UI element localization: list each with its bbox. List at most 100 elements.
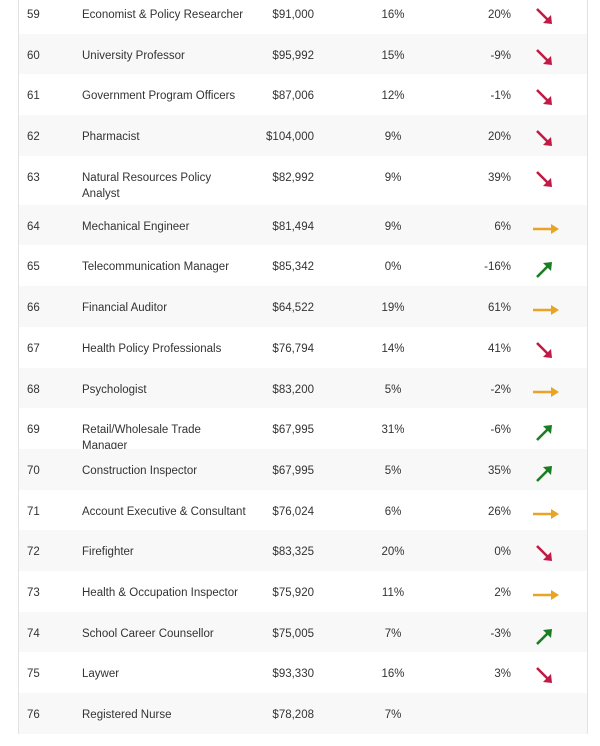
growth: 3% (494, 668, 511, 681)
table-row: 69 Retail/Wholesale Trade Manager $67,995 3… (19, 408, 587, 452)
occupation: Economist & Policy Researcher (82, 9, 244, 21)
rank: 70 (27, 464, 40, 477)
table-row: 60 University Professor $95,992 15% -9% (19, 33, 587, 75)
percent: 12% (381, 90, 405, 103)
percent: 6% (384, 505, 402, 518)
growth: -3% (490, 627, 511, 640)
growth: -16% (484, 261, 511, 274)
growth: 2% (494, 586, 511, 599)
occupation: Health Policy Professionals (82, 342, 222, 355)
percent: 9% (384, 131, 402, 144)
occupation: Pharmacist (82, 131, 140, 144)
rank: 61 (27, 90, 40, 103)
salary: $87,006 (272, 90, 314, 103)
salary: $82,992 (272, 171, 314, 184)
occupation: Construction Inspector (82, 464, 198, 477)
trend-arrow (531, 47, 561, 69)
rank: 63 (27, 171, 40, 184)
rank: 60 (27, 49, 40, 62)
percent: 7% (384, 709, 402, 721)
percent: 14% (381, 342, 405, 355)
trend-arrow (531, 169, 561, 191)
trend-arrow (531, 87, 561, 109)
table-row: 66 Financial Auditor $64,522 19% 61% (19, 286, 587, 327)
salary: $93,330 (272, 668, 314, 681)
occupation: University Professor (82, 49, 185, 62)
table-row: 70 Construction Inspector $67,995 5% 35% (19, 448, 587, 490)
salary: $95,992 (272, 49, 314, 62)
salary: $75,920 (272, 586, 314, 599)
table-row: 67 Health Policy Professionals $76,794 14% 4… (19, 327, 587, 368)
table-row: 71 Account Executive & Consultant $76,024 6… (19, 490, 587, 531)
rank: 68 (27, 383, 40, 396)
table-row: 64 Mechanical Engineer $81,494 9% 6% (19, 204, 587, 246)
trend-arrow (531, 6, 561, 28)
table-row: 68 Psychologist $83,200 5% -2% (19, 367, 587, 409)
rank: 69 (27, 424, 40, 437)
rank: 67 (27, 342, 40, 355)
occupation: Government Program Officers (82, 90, 236, 103)
salary: $64,522 (272, 302, 314, 315)
rank: 65 (27, 261, 40, 274)
percent: 31% (381, 424, 405, 437)
occupation: Mechanical Engineer (82, 220, 190, 233)
rank: 71 (27, 505, 40, 518)
table: 59 Economist & Policy Researcher $91,000 16… (18, 0, 588, 734)
trend-arrow (531, 462, 561, 484)
trend-arrow (531, 381, 561, 403)
trend-arrow (531, 218, 561, 240)
salary: $75,005 (272, 627, 314, 640)
salary: $78,208 (272, 709, 314, 721)
percent: 7% (384, 627, 402, 640)
salary: $85,342 (272, 261, 314, 274)
growth: -1% (490, 90, 511, 103)
growth: 39% (487, 171, 511, 184)
salary: $76,024 (272, 505, 314, 518)
growth: 20% (487, 9, 511, 21)
occupation: Natural Resources Policy Analyst (82, 171, 212, 200)
rank: 73 (27, 586, 40, 599)
salary: $83,200 (272, 383, 314, 396)
percent: 15% (381, 49, 405, 62)
trend-arrow (531, 665, 561, 687)
occupation: Psychologist (82, 383, 147, 396)
table-row: 73 Health & Occupation Inspector $75,920 11… (19, 571, 587, 612)
occupation: Telecommunication Manager (82, 261, 230, 274)
rank: 62 (27, 131, 40, 144)
salary: $83,325 (272, 546, 314, 559)
occupation: Laywer (82, 668, 120, 681)
growth: 26% (487, 505, 511, 518)
growth: -9% (490, 49, 511, 62)
growth: 0% (494, 546, 511, 559)
percent: 5% (384, 464, 402, 477)
trend-arrow (531, 299, 561, 321)
salary: $67,995 (272, 424, 314, 437)
table-row: 74 School Career Counsellor $75,005 7% -3% (19, 611, 587, 653)
occupation: Health & Occupation Inspector (82, 586, 238, 599)
table-row: 59 Economist & Policy Researcher $91,000 16… (19, 0, 587, 34)
percent: 16% (381, 668, 405, 681)
trend-arrow (531, 128, 561, 150)
rank: 75 (27, 668, 40, 681)
percent: 9% (384, 220, 402, 233)
rank: 59 (27, 9, 40, 21)
percent: 16% (381, 9, 405, 21)
percent: 20% (381, 546, 405, 559)
percent: 9% (384, 171, 402, 184)
growth: -6% (490, 424, 511, 437)
growth: 61% (487, 302, 511, 315)
growth: -2% (490, 383, 511, 396)
trend-arrow (531, 584, 561, 606)
salary: $76,794 (272, 342, 314, 355)
table-row: 63 Natural Resources Policy Analyst $82,99… (19, 156, 587, 205)
trend-arrow (531, 543, 561, 565)
occupation: Registered Nurse (82, 709, 172, 721)
percent: 19% (381, 302, 405, 315)
occupation: Financial Auditor (82, 302, 168, 315)
table-row: 76 Registered Nurse $78,208 7% (19, 693, 587, 734)
growth: 20% (487, 131, 511, 144)
percent: 5% (384, 383, 402, 396)
rank: 74 (27, 627, 40, 640)
growth: 35% (487, 464, 511, 477)
